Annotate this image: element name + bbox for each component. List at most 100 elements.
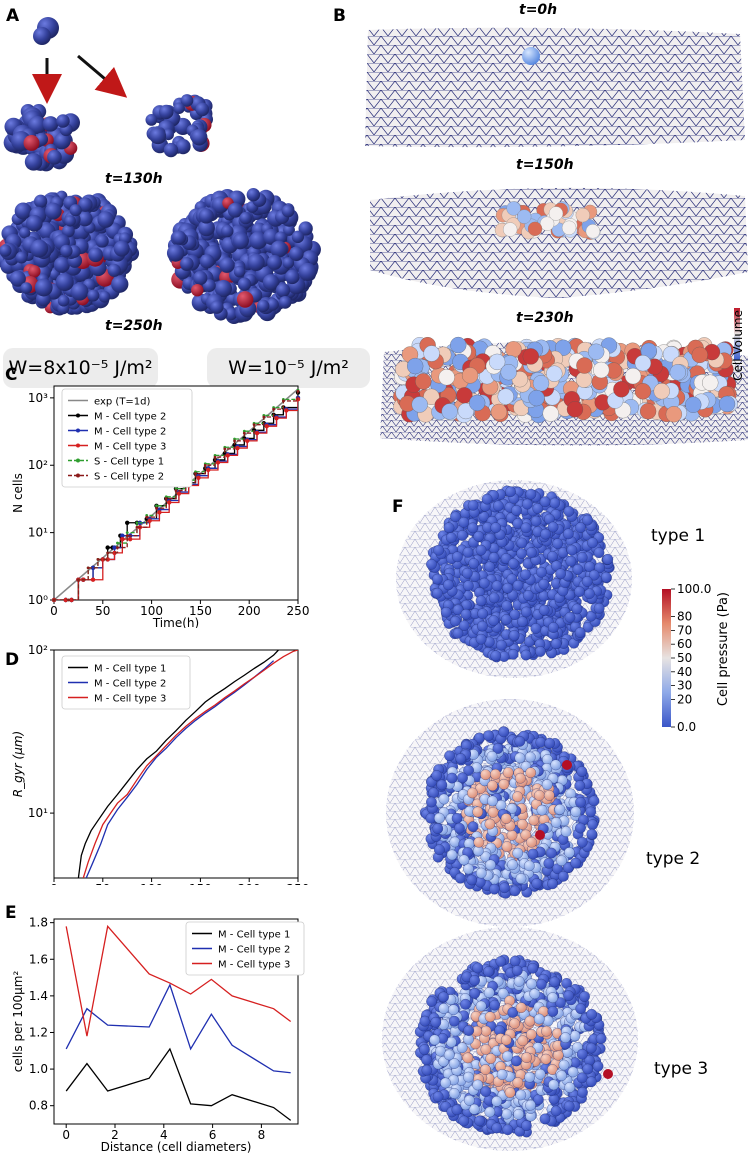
data-point <box>105 557 110 562</box>
data-point <box>254 430 260 436</box>
pressure-tick-label: 100.0 <box>677 582 711 596</box>
data-point <box>245 438 250 444</box>
data-point <box>67 598 71 602</box>
data-point <box>86 566 90 570</box>
data-point <box>235 445 240 451</box>
data-point <box>120 536 125 542</box>
legend-label: M - Cell type 2 <box>218 945 290 956</box>
legend-label: M - Cell type 3 <box>94 694 166 705</box>
y-axis-label: R_gyr (μm) <box>11 731 25 798</box>
legend-marker <box>76 413 80 418</box>
legend-label: M - Cell type 2 <box>94 679 166 690</box>
data-point <box>233 439 236 443</box>
x-tick-label: 2 <box>111 1128 119 1142</box>
cell-pressure-colorbar-label: Cell pressure (Pa) <box>716 592 731 707</box>
panel-a-time-250: t=250h <box>105 318 163 334</box>
data-point <box>63 597 68 603</box>
legend-box <box>61 388 193 488</box>
data-point <box>176 491 182 496</box>
data-point <box>203 463 207 467</box>
y-tick-label: 10² <box>28 458 48 472</box>
data-point <box>52 598 56 602</box>
panel-b-label: B <box>333 6 346 26</box>
x-tick-label: 50 <box>95 604 110 618</box>
y-tick-label: 1.2 <box>29 1025 48 1039</box>
chart-c-cell-count: 0 50 100 150 200 250 10⁰ 10¹ 10² 10³ Time(h) N cell… <box>11 385 309 628</box>
y-tick-label: 1.6 <box>29 952 48 966</box>
pressure-tick-label: 80 <box>677 610 692 624</box>
x-tick-label: 200 <box>238 882 261 885</box>
cluster-130h-high-adhesion <box>3 104 80 172</box>
cluster-250h-high-adhesion <box>0 190 140 316</box>
data-point <box>69 597 74 603</box>
legend-label: M - Cell type 2 <box>94 427 166 438</box>
panel-b-illustration <box>365 27 748 446</box>
chart-e-cell-density: 0 2 4 6 8 0.8 1.0 1.2 1.4 1.6 1.8 Distance (cell di… <box>11 916 305 1154</box>
data-point <box>262 415 266 419</box>
data-point <box>145 515 149 519</box>
data-point <box>105 545 110 550</box>
legend-label: S - Cell type 2 <box>94 472 164 483</box>
data-point <box>135 525 139 529</box>
tissue-type-1 <box>426 485 615 663</box>
x-tick-label: 0 <box>50 604 58 618</box>
legend-label: exp (T=1d) <box>94 397 151 408</box>
panel-f-label: F <box>392 497 404 517</box>
legend-label: M - Cell type 1 <box>94 664 166 675</box>
pressure-tick-label: 70 <box>677 623 692 637</box>
data-point <box>196 475 201 481</box>
data-point <box>112 545 117 550</box>
data-point <box>252 423 256 427</box>
cell-volume-colorbar-label: Cell Volume <box>731 310 745 381</box>
data-point <box>96 558 100 561</box>
x-tick-label: 50 <box>95 882 110 885</box>
pressure-tick-label: 40 <box>677 665 692 679</box>
data-point <box>206 467 211 473</box>
y-tick-label: 10¹ <box>28 526 48 540</box>
data-point <box>242 431 246 435</box>
panel-f-type-1: type 1 <box>651 526 706 546</box>
data-point <box>174 487 178 491</box>
legend-marker <box>76 458 80 463</box>
series-line <box>65 1047 292 1121</box>
legend-label: S - Cell type 1 <box>94 457 164 468</box>
y-tick-label: 10¹ <box>28 806 48 820</box>
x-tick-label: 100 <box>140 604 163 618</box>
legend-marker <box>76 428 80 433</box>
x-axis-label: Distance (cell diameters) <box>101 1140 252 1154</box>
data-point <box>147 518 152 523</box>
series-line <box>82 650 298 878</box>
data-point <box>120 533 125 538</box>
legend-label: M - Cell type 1 <box>218 930 290 941</box>
data-point <box>174 489 178 493</box>
data-point <box>284 408 289 413</box>
data-point <box>164 497 168 500</box>
chart-d-radius-gyration: 05010015020025010¹10²Time(h)R_gyr (μm)M … <box>11 643 309 885</box>
data-point <box>125 534 129 538</box>
data-point <box>155 506 158 510</box>
x-tick-label: 0 <box>62 1128 70 1142</box>
panel-a-illustration <box>0 17 321 325</box>
panel-b-time-0: t=0h <box>519 2 558 18</box>
legend-label: M - Cell type 2 <box>94 412 166 423</box>
panel-f-type-3: type 3 <box>654 1059 709 1079</box>
panel-b-time-230: t=230h <box>516 310 574 326</box>
series-line <box>54 391 298 600</box>
x-axis-label: Time(h) <box>152 616 199 628</box>
data-point <box>116 546 119 549</box>
panel-f-type-2: type 2 <box>646 849 701 869</box>
panel-c-label: C <box>5 365 18 385</box>
panel-b-time-150: t=150h <box>516 157 574 173</box>
adhesion-label-low: W=10⁻⁵ J/m² <box>207 348 370 388</box>
data-point <box>135 521 139 525</box>
adhesion-label-high: W=8x10⁻⁵ J/m² <box>3 348 158 388</box>
cluster-250h-low-adhesion <box>166 187 321 325</box>
pressure-tick-label: 60 <box>677 637 692 651</box>
x-tick-label: 200 <box>238 604 261 618</box>
y-tick-label: 1.8 <box>29 916 48 930</box>
legend-box <box>61 655 191 710</box>
data-point <box>127 536 133 542</box>
x-tick-label: 0 <box>50 882 58 885</box>
x-tick-label: 6 <box>209 1128 217 1142</box>
data-point <box>155 504 158 508</box>
